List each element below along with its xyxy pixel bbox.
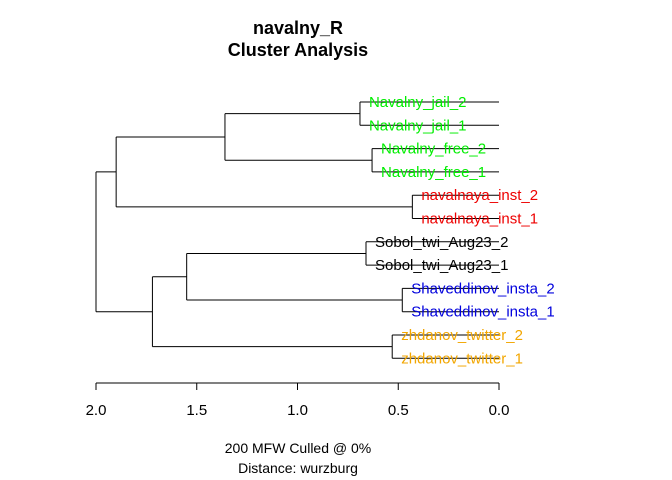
leaf-label: Navalny_jail_1 <box>369 117 467 134</box>
leaf-label: zhdanov_twitter_2 <box>401 327 523 344</box>
leaf-label: Shaveddinov_insta_1 <box>411 304 554 321</box>
x-tick-label: 0.5 <box>388 402 409 419</box>
caption-distance: Distance: wurzburg <box>238 460 358 476</box>
leaf-label: navalnaya_inst_2 <box>421 187 538 204</box>
x-tick-label: 1.5 <box>186 402 207 419</box>
caption-mfw: 200 MFW Culled @ 0% <box>225 440 371 456</box>
leaf-label: Navalny_jail_2 <box>369 94 467 111</box>
leaf-labels: Navalny_jail_2 Navalny_jail_1 Navalny_free… <box>369 94 555 367</box>
leaf-label: Sobol_twi_Aug23_2 <box>375 234 508 251</box>
x-tick-label: 1.0 <box>287 402 308 419</box>
chart-subtitle: Cluster Analysis <box>228 40 368 60</box>
leaf-label: Shaveddinov_insta_2 <box>411 280 554 297</box>
leaf-label: Sobol_twi_Aug23_1 <box>375 257 508 274</box>
leaf-label: navalnaya_inst_1 <box>421 211 538 228</box>
leaf-label: Navalny_free_2 <box>381 141 486 158</box>
x-tick-label: 0.0 <box>489 402 510 419</box>
leaf-label: Navalny_free_1 <box>381 164 486 181</box>
dendrogram-branches <box>95 101 499 359</box>
chart-title: navalny_R <box>253 18 343 38</box>
x-axis: 2.0 1.5 1.0 0.5 0.0 <box>86 382 510 419</box>
x-tick-label: 2.0 <box>86 402 107 419</box>
leaf-label: zhdanov_twitter_1 <box>401 350 523 367</box>
